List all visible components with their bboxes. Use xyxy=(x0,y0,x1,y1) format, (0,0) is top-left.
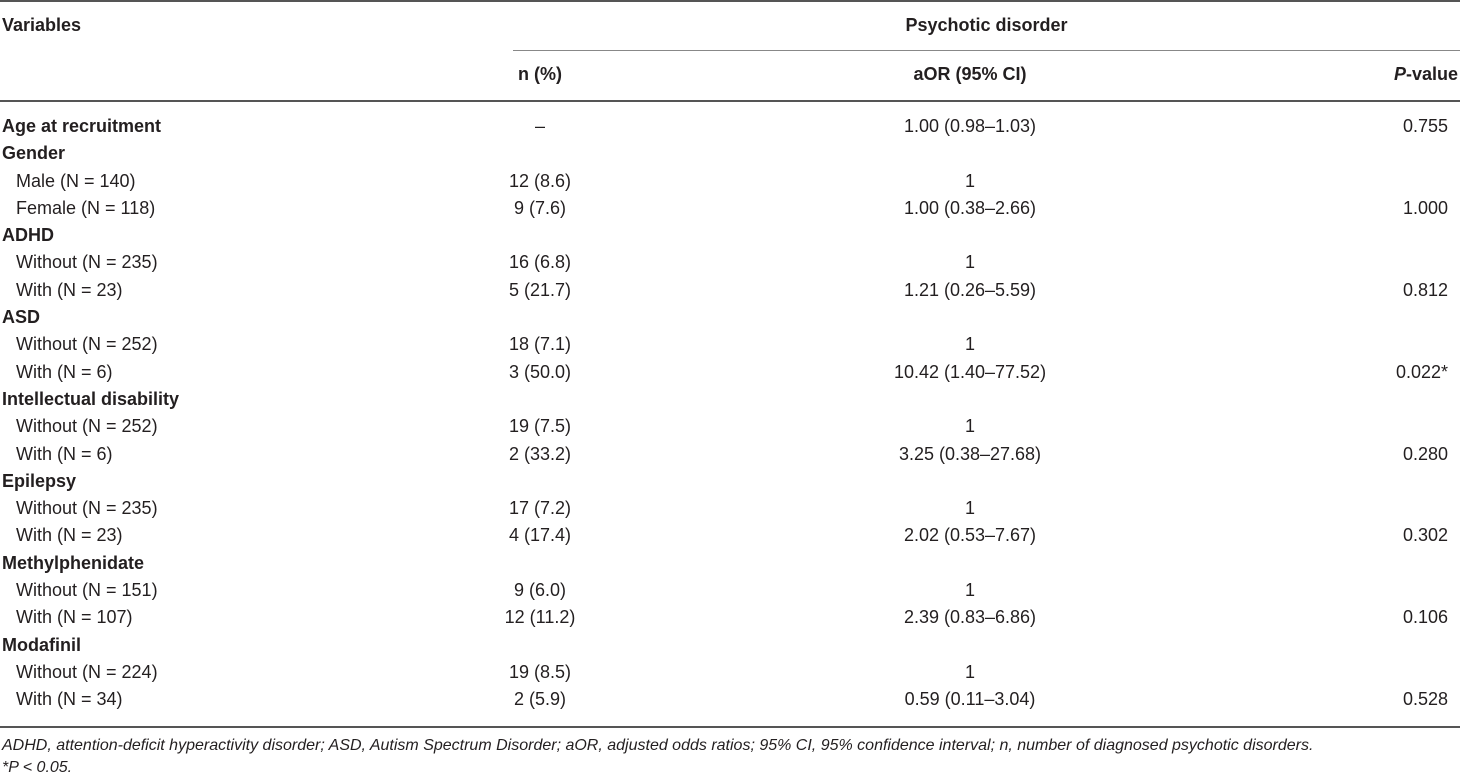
row-n-percent: – xyxy=(534,116,545,136)
footnote-abbreviations: ADHD, attention-deficit hyperactivity di… xyxy=(2,737,1314,754)
row-label: Epilepsy xyxy=(2,470,77,491)
row-label: ADHD xyxy=(2,225,54,246)
row-n-percent: 2 (33.2) xyxy=(508,443,572,464)
row-label: Age at recruitment xyxy=(2,116,162,136)
row-p-value: 0.755 xyxy=(1402,116,1448,136)
table-row: Without (N = 252) 18 (7.1) 1 xyxy=(0,331,1460,358)
row-label: Gender xyxy=(2,143,66,164)
row-label: Without (N = 224) xyxy=(16,661,158,682)
table-row: Without (N = 252) 19 (7.5) 1 xyxy=(0,413,1460,440)
table-top-rule xyxy=(0,0,1460,2)
row-label: Without (N = 252) xyxy=(16,416,158,437)
table-row: Male (N = 140) 12 (8.6) 1 xyxy=(0,168,1460,195)
group-header-rule xyxy=(513,50,1460,51)
table-row: With (N = 6) 3 (50.0) 10.42 (1.40–77.52) 0.… xyxy=(0,359,1460,386)
row-p-value: 0.022* xyxy=(1395,361,1448,382)
row-p-value: 0.106 xyxy=(1402,607,1448,628)
row-label: ASD xyxy=(2,307,41,328)
table-row: With (N = 107) 12 (11.2) 2.39 (0.83–6.86) 0… xyxy=(0,604,1460,631)
row-p-value: 0.812 xyxy=(1402,279,1448,300)
row-aor: 1 xyxy=(964,580,975,601)
row-label: Female (N = 118) xyxy=(16,197,156,218)
row-n-percent: 4 (17.4) xyxy=(508,525,572,546)
row-label: With (N = 6) xyxy=(16,443,113,464)
row-n-percent: 2 (5.9) xyxy=(513,689,567,710)
row-label: Methylphenidate xyxy=(2,552,145,573)
table-row: Without (N = 224) 19 (8.5) 1 xyxy=(0,659,1460,686)
header-psychotic-disorder: Psychotic disorder xyxy=(905,15,1068,35)
row-aor: 0.59 (0.11–3.04) xyxy=(904,689,1036,710)
row-n-percent: 19 (8.5) xyxy=(508,661,572,682)
row-label: With (N = 6) xyxy=(16,361,113,382)
row-label: Without (N = 252) xyxy=(16,334,158,355)
table-row: With (N = 6) 2 (33.2) 3.25 (0.38–27.68) 0.2… xyxy=(0,441,1460,468)
row-label: With (N = 34) xyxy=(16,689,123,710)
row-n-percent: 17 (7.2) xyxy=(508,498,572,519)
row-aor: 1 xyxy=(964,252,975,273)
row-p-value: 1.000 xyxy=(1402,197,1448,218)
row-aor: 1 xyxy=(964,334,975,355)
table-row: With (N = 34) 2 (5.9) 0.59 (0.11–3.04) 0.52… xyxy=(0,686,1460,713)
row-aor: 2.02 (0.53–7.67) xyxy=(903,525,1037,546)
row-p-value: 0.528 xyxy=(1402,689,1448,710)
table-row: With (N = 23) 5 (21.7) 1.21 (0.26–5.59) 0.8… xyxy=(0,277,1460,304)
header-p-rest: -value xyxy=(1405,64,1458,84)
footnote-significance: *P < 0.05. xyxy=(2,759,73,776)
row-n-percent: 12 (11.2) xyxy=(504,607,576,628)
header-variables: Variables xyxy=(2,15,82,35)
row-n-percent: 5 (21.7) xyxy=(508,279,572,300)
table-row: Without (N = 151) 9 (6.0) 1 xyxy=(0,577,1460,604)
row-label: Without (N = 151) xyxy=(16,580,158,601)
table-row: ASD xyxy=(0,304,1460,331)
header-p-italic: P xyxy=(1393,64,1406,84)
row-aor: 3.25 (0.38–27.68) xyxy=(898,443,1042,464)
row-aor: 1 xyxy=(964,498,975,519)
header-bottom-rule xyxy=(0,100,1460,102)
row-n-percent: 16 (6.8) xyxy=(508,252,572,273)
row-label: Without (N = 235) xyxy=(16,498,158,519)
row-aor: 1 xyxy=(964,416,975,437)
row-aor: 1.00 (0.98–1.03) xyxy=(903,116,1037,136)
table-row: With (N = 23) 4 (17.4) 2.02 (0.53–7.67) 0.3… xyxy=(0,522,1460,549)
row-p-value: 0.302 xyxy=(1402,525,1448,546)
table-body: Age at recruitment – 1.00 (0.98–1.03) 0.755… xyxy=(0,113,1460,714)
row-n-percent: 9 (7.6) xyxy=(513,197,567,218)
row-label: Intellectual disability xyxy=(2,388,180,409)
header-n-percent: n (%) xyxy=(518,64,562,84)
row-aor: 10.42 (1.40–77.52) xyxy=(893,361,1047,382)
row-n-percent: 19 (7.5) xyxy=(508,416,572,437)
row-label: Male (N = 140) xyxy=(16,170,136,191)
table-footnote: ADHD, attention-deficit hyperactivity di… xyxy=(2,735,1458,779)
table-row: ADHD xyxy=(0,222,1460,249)
row-p-value: 0.280 xyxy=(1402,443,1448,464)
row-label: With (N = 107) xyxy=(16,607,133,628)
table-bottom-rule xyxy=(0,726,1460,728)
row-aor: 1.00 (0.38–2.66) xyxy=(903,197,1037,218)
table-row: Female (N = 118) 9 (7.6) 1.00 (0.38–2.66) 1… xyxy=(0,195,1460,222)
row-n-percent: 18 (7.1) xyxy=(508,334,572,355)
table-row: Without (N = 235) 17 (7.2) 1 xyxy=(0,495,1460,522)
table-row: Age at recruitment – 1.00 (0.98–1.03) 0.755 xyxy=(0,113,1460,140)
row-n-percent: 9 (6.0) xyxy=(513,580,567,601)
row-aor: 2.39 (0.83–6.86) xyxy=(903,607,1037,628)
row-n-percent: 12 (8.6) xyxy=(508,170,572,191)
row-aor: 1.21 (0.26–5.59) xyxy=(903,279,1037,300)
row-aor: 1 xyxy=(964,661,975,682)
row-aor: 1 xyxy=(964,170,975,191)
row-label: Without (N = 235) xyxy=(16,252,158,273)
table-row: Methylphenidate xyxy=(0,550,1460,577)
row-label: Modafinil xyxy=(2,634,81,655)
row-label: With (N = 23) xyxy=(16,525,123,546)
table-row: Modafinil xyxy=(0,632,1460,659)
row-n-percent: 3 (50.0) xyxy=(508,361,572,382)
header-aor: aOR (95% CI) xyxy=(913,64,1027,84)
header-p-value: P-value xyxy=(1394,63,1458,85)
table-row: Gender xyxy=(0,140,1460,167)
table-row: Epilepsy xyxy=(0,468,1460,495)
row-label: With (N = 23) xyxy=(16,279,123,300)
table-row: Without (N = 235) 16 (6.8) 1 xyxy=(0,249,1460,276)
table-row: Intellectual disability xyxy=(0,386,1460,413)
